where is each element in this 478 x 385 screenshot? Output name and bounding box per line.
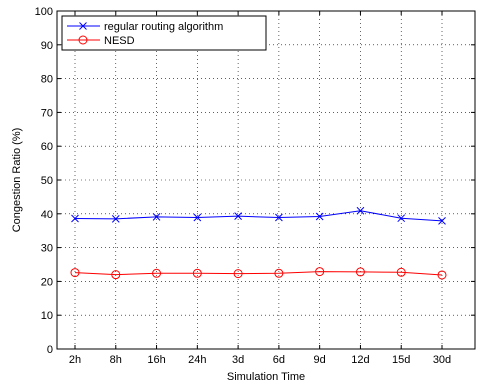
x-tick-label: 30d <box>433 354 451 366</box>
data-point-0 <box>152 212 161 221</box>
y-tick-label: 0 <box>47 344 53 356</box>
legend-marker-0 <box>79 22 87 30</box>
x-tick-label: 24h <box>188 354 206 366</box>
data-point-0 <box>71 214 79 223</box>
y-tick-label: 70 <box>41 107 53 119</box>
x-axis-title: Simulation Time <box>227 371 305 383</box>
x-tick-label: 15d <box>392 354 410 366</box>
y-tick-label: 20 <box>41 276 53 288</box>
legend: regular routing algorithm NESD <box>61 15 267 51</box>
data-point-1 <box>437 270 447 280</box>
series-layer <box>70 206 447 280</box>
data-point-0 <box>438 217 446 225</box>
legend-label-0: regular routing algorithm <box>104 21 223 33</box>
data-point-0 <box>275 213 283 222</box>
data-point-1 <box>396 267 406 277</box>
axes: 0 10 20 30 40 50 60 70 80 90 100 2h 8h 16h 24h 3d 6d 9d 12… <box>35 6 475 366</box>
legend-label-1: NESD <box>104 35 135 47</box>
x-tick-label: 9d <box>314 354 326 366</box>
data-point-1 <box>355 267 365 277</box>
data-point-0 <box>234 212 242 221</box>
x-tick-label: 12d <box>351 354 369 366</box>
data-point-0 <box>315 212 324 221</box>
y-tick-label: 40 <box>41 209 53 221</box>
data-point-0 <box>193 213 202 222</box>
data-point-0 <box>356 206 365 215</box>
data-point-1 <box>111 270 121 280</box>
series-line-1 <box>74 271 443 276</box>
y-tick-label: 60 <box>41 141 53 153</box>
y-tick-label: 90 <box>41 40 53 52</box>
data-point-1 <box>315 267 325 277</box>
data-point-0 <box>397 214 406 223</box>
series-line-0 <box>74 210 443 222</box>
data-point-1 <box>192 268 202 278</box>
y-axis-title: Congestion Ratio (%) <box>11 128 23 233</box>
y-tick-label: 50 <box>41 175 53 187</box>
x-tick-label: 3d <box>232 354 244 366</box>
y-tick-label: 30 <box>41 243 53 255</box>
legend-box <box>61 15 267 51</box>
x-tick-label: 6d <box>273 354 285 366</box>
data-point-1 <box>152 268 162 278</box>
data-point-1 <box>274 268 284 278</box>
grid <box>57 11 475 349</box>
data-point-0 <box>111 215 120 223</box>
y-tick-label: 10 <box>41 310 53 322</box>
data-point-1 <box>233 269 243 279</box>
y-tick-label: 100 <box>35 6 53 18</box>
legend-marker-1 <box>78 35 88 45</box>
x-tick-label: 2h <box>69 354 81 366</box>
x-tick-label: 8h <box>110 354 122 366</box>
x-tick-label: 16h <box>147 354 165 366</box>
data-point-1 <box>70 268 80 278</box>
y-tick-label: 80 <box>41 74 53 86</box>
